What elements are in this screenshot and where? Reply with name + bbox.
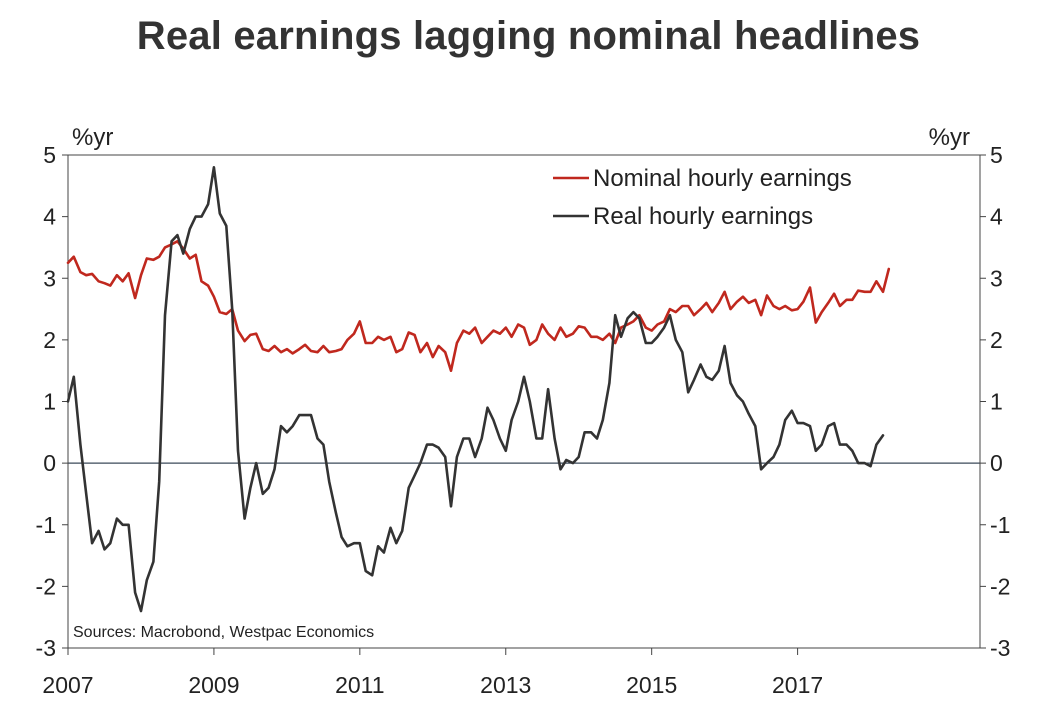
x-tick-label: 2007 xyxy=(42,672,93,698)
y-tick-right-label: 3 xyxy=(990,265,1003,291)
labels-layer: 5 5 4 4 3 3 2 2 1 1 0 0 -1 -1 -2 -2 -3 -3 2007 2009 2011 2013… xyxy=(36,124,1011,698)
y-tick-right-label: 0 xyxy=(990,450,1003,476)
source-note: Sources: Macrobond, Westpac Economics xyxy=(73,624,374,641)
x-tick-label: 2017 xyxy=(772,672,823,698)
y-axis-left-unit: %yr xyxy=(72,124,113,151)
y-tick-right-label: -1 xyxy=(990,512,1010,538)
series-line-nominal-hourly-earnings xyxy=(66,240,891,372)
y-tick-left-label: 1 xyxy=(43,389,56,415)
y-tick-right-label: 2 xyxy=(990,327,1003,353)
series-layer xyxy=(66,166,891,613)
y-tick-right-label: 5 xyxy=(990,142,1003,168)
axes xyxy=(62,154,986,655)
y-tick-left-label: 3 xyxy=(43,265,56,291)
chart-title: Real earnings lagging nominal headlines xyxy=(136,14,921,58)
y-tick-left-label: 4 xyxy=(43,204,56,230)
y-tick-right-label: -2 xyxy=(990,573,1010,599)
x-tick-label: 2011 xyxy=(335,672,384,698)
x-tick-label: 2009 xyxy=(188,672,239,698)
x-tick-label: 2013 xyxy=(480,672,531,698)
y-tick-left-label: 2 xyxy=(43,327,56,353)
plot-frame xyxy=(67,154,981,649)
y-tick-right-label: 4 xyxy=(990,204,1003,230)
legend-label-real-hourly-earnings: Real hourly earnings xyxy=(593,203,813,230)
y-tick-left-label: -1 xyxy=(36,512,56,538)
y-tick-left-label: 0 xyxy=(43,450,56,476)
legend-label-nominal-hourly-earnings: Nominal hourly earnings xyxy=(593,165,852,192)
y-tick-left-label: 5 xyxy=(43,142,56,168)
y-tick-left-label: -2 xyxy=(36,573,56,599)
y-tick-right-label: 1 xyxy=(990,389,1003,415)
x-tick-label: 2015 xyxy=(626,672,677,698)
y-tick-right-label: -3 xyxy=(990,635,1010,661)
series-line-real-hourly-earnings xyxy=(66,166,885,613)
y-axis-right-unit: %yr xyxy=(929,124,970,151)
y-tick-left-label: -3 xyxy=(36,635,56,661)
